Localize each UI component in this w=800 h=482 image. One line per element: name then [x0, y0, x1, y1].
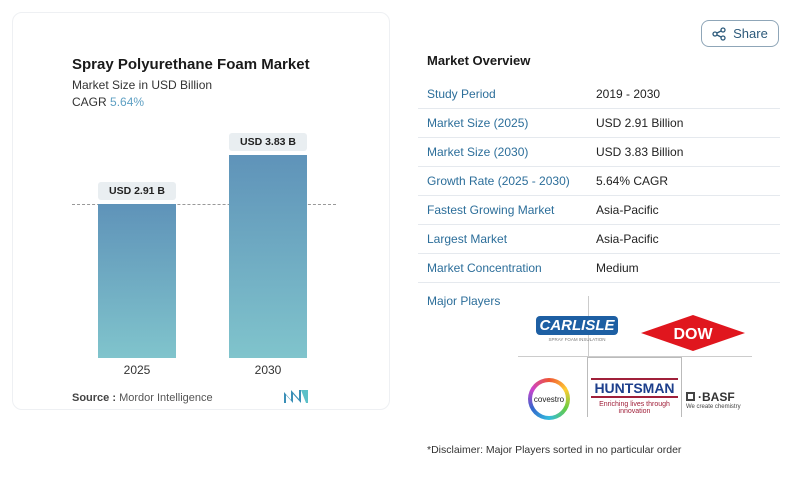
logo-huntsman: HUNTSMAN Enriching lives through innovat… — [587, 357, 682, 417]
overview-row: Growth Rate (2025 - 2030) 5.64% CAGR — [418, 167, 780, 196]
huntsman-tagline: Enriching lives through innovation — [599, 401, 670, 415]
row-value: USD 3.83 Billion — [596, 145, 684, 159]
logo-basf: ·BASF We create chemistry — [686, 390, 741, 410]
x-tick-label: 2030 — [254, 363, 282, 377]
row-label: Largest Market — [427, 232, 508, 246]
overview-row: Market Concentration Medium — [418, 254, 780, 283]
divider — [518, 356, 752, 357]
svg-text:DOW: DOW — [673, 326, 713, 343]
cagr-value: 5.64% — [110, 95, 145, 109]
row-value: Asia-Pacific — [596, 232, 659, 246]
chart-subtitle: Market Size in USD Billion — [72, 78, 213, 92]
overview-title: Market Overview — [427, 53, 531, 68]
row-label: Market Size (2025) — [427, 116, 529, 130]
covestro-wordmark: covestro — [532, 382, 566, 416]
overview-row: Fastest Growing Market Asia-Pacific — [418, 196, 780, 225]
basf-wordmark: BASF — [702, 390, 735, 404]
overview-row: Market Size (2025) USD 2.91 Billion — [418, 109, 780, 138]
share-button[interactable]: Share — [701, 20, 779, 47]
chart-title: Spray Polyurethane Foam Market — [72, 56, 310, 73]
row-label: Fastest Growing Market — [427, 203, 555, 217]
chart-card — [12, 12, 390, 410]
major-players-label: Major Players — [427, 294, 501, 308]
bar-2030 — [229, 155, 307, 358]
row-label: Study Period — [427, 87, 496, 101]
cagr: CAGR 5.64% — [72, 95, 144, 109]
row-value: Asia-Pacific — [596, 203, 659, 217]
row-value: 2019 - 2030 — [596, 87, 661, 101]
overview-row: Market Size (2030) USD 3.83 Billion — [418, 138, 780, 167]
logo-covestro: covestro — [528, 378, 570, 420]
carlisle-wordmark: CARLISLE — [536, 316, 618, 335]
row-label: Growth Rate (2025 - 2030) — [427, 174, 570, 188]
row-value: 5.64% CAGR — [596, 174, 669, 188]
row-label: Market Size (2030) — [427, 145, 529, 159]
overview-row: Study Period 2019 - 2030 — [418, 80, 780, 109]
share-label: Share — [733, 26, 768, 41]
row-value: Medium — [596, 261, 639, 275]
reference-line — [72, 204, 336, 205]
mordor-logo-icon — [284, 390, 308, 403]
disclaimer: *Disclaimer: Major Players sorted in no … — [427, 444, 682, 456]
x-tick-label: 2025 — [123, 363, 151, 377]
huntsman-wordmark: HUNTSMAN — [591, 378, 678, 398]
cagr-label: CAGR — [72, 95, 107, 109]
data-label: USD 3.83 B — [229, 133, 307, 151]
logo-dow: DOW — [641, 315, 745, 351]
row-label: Market Concentration — [427, 261, 542, 275]
logo-carlisle: CARLISLE SPRAY FOAM INSULATION — [536, 316, 618, 342]
bar-2025 — [98, 203, 176, 358]
source-label: Source : — [72, 392, 117, 404]
source-value: Mordor Intelligence — [119, 392, 213, 404]
row-value: USD 2.91 Billion — [596, 116, 684, 130]
data-label: USD 2.91 B — [98, 181, 176, 200]
share-icon — [712, 26, 726, 41]
carlisle-tagline: SPRAY FOAM INSULATION — [548, 337, 606, 342]
source: Source : Mordor Intelligence — [72, 392, 213, 404]
overview-row: Largest Market Asia-Pacific — [418, 225, 780, 254]
basf-tagline: We create chemistry — [686, 404, 741, 410]
